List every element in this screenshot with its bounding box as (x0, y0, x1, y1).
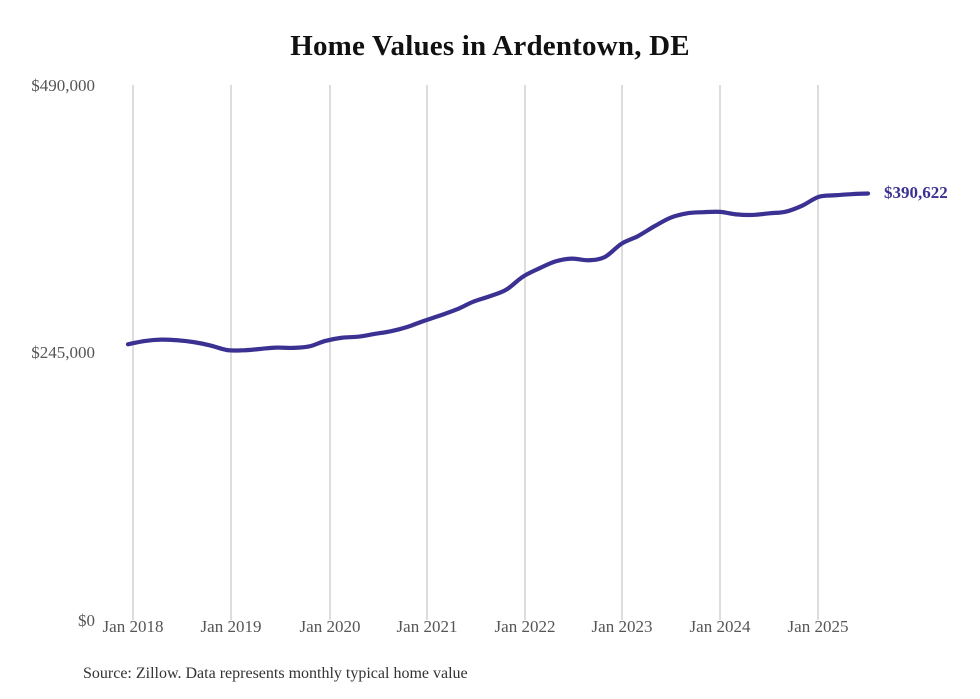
x-tick-label: Jan 2021 (396, 617, 458, 636)
chart-title: Home Values in Ardentown, DE (290, 30, 690, 62)
y-tick-label: $0 (78, 611, 95, 630)
y-axis-tick-labels: $490,000 $245,000 $0 (0, 0, 95, 699)
x-tick-label: Jan 2020 (299, 617, 361, 636)
value-line-series (125, 191, 871, 353)
y-tick-label: $245,000 (31, 343, 95, 362)
x-tick-label: Jan 2024 (689, 617, 751, 636)
x-tick-label: Jan 2023 (591, 617, 653, 636)
x-tick-label: Jan 2018 (102, 617, 164, 636)
x-tick-label: Jan 2022 (494, 617, 556, 636)
x-tick-label: Jan 2019 (200, 617, 262, 636)
y-tick-label: $490,000 (31, 76, 95, 95)
end-value-annotation: $390,622 (884, 182, 948, 202)
gridlines (132, 85, 819, 620)
source-note: Source: Zillow. Data represents monthly … (83, 665, 468, 682)
x-tick-label: Jan 2025 (787, 617, 849, 636)
